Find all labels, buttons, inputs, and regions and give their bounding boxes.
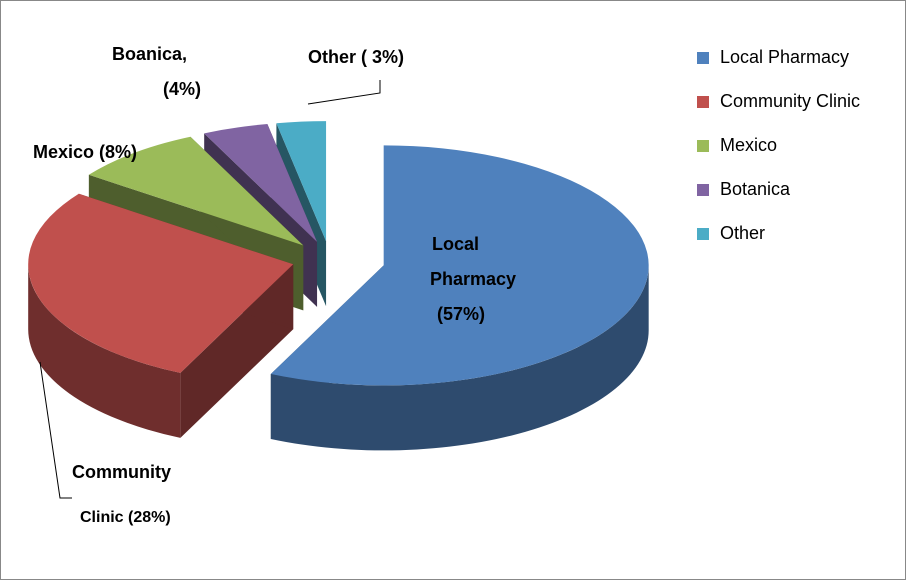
data-label: (57%) [437, 304, 485, 324]
legend-label: Community Clinic [720, 91, 860, 111]
legend-label: Botanica [720, 179, 791, 199]
data-label: Community [72, 462, 171, 482]
data-label: Clinic (28%) [80, 509, 171, 526]
data-label: Boanica, [112, 44, 187, 64]
legend-swatch [697, 228, 709, 240]
slice [270, 145, 649, 386]
leader-line [39, 361, 72, 499]
data-label: (4%) [163, 79, 201, 99]
legend-swatch [697, 140, 709, 152]
legend-swatch [697, 96, 709, 108]
legend-label: Local Pharmacy [720, 47, 849, 67]
legend-swatch [697, 52, 709, 64]
data-label: Mexico (8%) [33, 142, 137, 162]
slice [88, 136, 304, 246]
slice-side [270, 265, 649, 451]
data-label: Other ( 3%) [308, 47, 404, 67]
slice [204, 124, 318, 242]
legend-label: Other [720, 223, 765, 243]
data-label: Pharmacy [430, 269, 516, 289]
slice-side [28, 264, 181, 438]
slice [28, 193, 294, 373]
data-label: Local [432, 234, 479, 254]
slice [276, 121, 327, 242]
legend-swatch [697, 184, 709, 196]
legend-label: Mexico [720, 135, 777, 155]
leader-line [307, 80, 381, 105]
